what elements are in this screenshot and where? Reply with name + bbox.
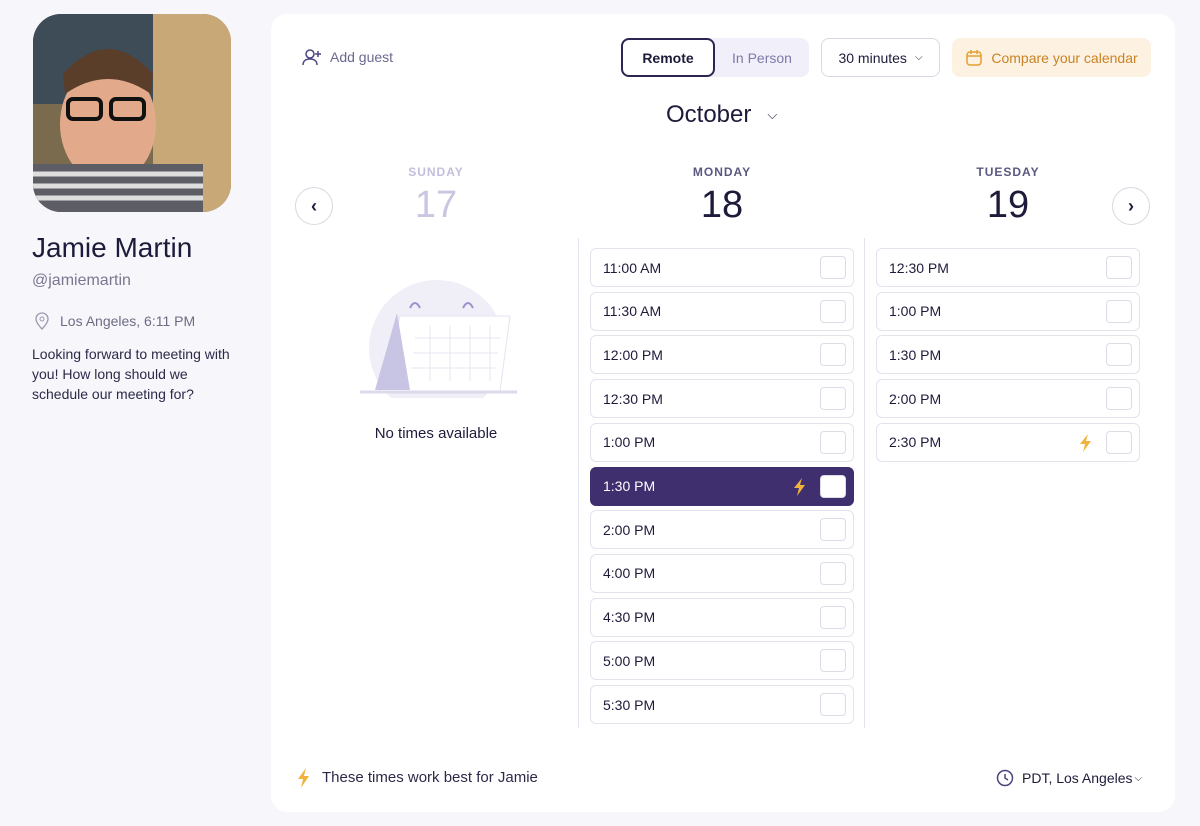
time-slot[interactable]: 2:30 PM (876, 422, 1140, 462)
profile-photo (33, 14, 231, 212)
availability-bars (820, 256, 846, 279)
availability-bars (1106, 256, 1132, 279)
availability-bars (1106, 299, 1132, 323)
mode-option[interactable]: Remote (621, 38, 715, 77)
slot-time: 4:00 PM (603, 565, 656, 582)
best-icon (1080, 433, 1091, 452)
availability-bars (820, 474, 846, 498)
time-slot[interactable]: 12:30 PM (876, 248, 1140, 287)
chevron: ⌵ (914, 52, 923, 63)
prev-button[interactable]: ‹ (295, 187, 333, 225)
weekday: TUESDAY (976, 165, 1040, 179)
availability-bars (820, 605, 846, 629)
compare-calendar-button[interactable]: Compare your calendar (952, 38, 1151, 77)
date: 19 (986, 184, 1030, 226)
duration-select[interactable]: 30 minutes ⌵ (821, 38, 940, 77)
calendar-icon (966, 49, 983, 66)
time-slot[interactable]: 1:00 PM (876, 291, 1140, 331)
time-slot[interactable]: 1:30 PM (876, 335, 1140, 375)
duration-label: 30 minutes (838, 49, 907, 66)
time-slot[interactable]: 11:30 AM (590, 291, 854, 331)
profile-name: Jamie Martin (32, 232, 193, 263)
clock-icon (996, 769, 1014, 787)
timezone-select[interactable]: PDT, Los Angeles ⌵ (996, 769, 1142, 787)
availability-bars (1106, 343, 1132, 367)
date: 17 (414, 184, 458, 226)
slot-time: 2:00 PM (889, 390, 942, 407)
month-select[interactable]: October ⌵ (666, 101, 777, 129)
time-slot[interactable]: 5:30 PM (590, 685, 854, 724)
slot-time: 11:30 AM (603, 303, 662, 320)
availability-bars (820, 299, 846, 323)
profile-handle: @jamiemartin (32, 272, 131, 289)
time-slot[interactable]: 11:00 AM (590, 248, 854, 287)
time-slot[interactable]: 4:00 PM (590, 553, 854, 593)
timezone-label: PDT, Los Angeles (1022, 770, 1133, 786)
mode-option[interactable]: In Person (732, 49, 792, 66)
slot-time: 5:00 PM (603, 652, 656, 669)
time-slot[interactable]: 1:00 PM (590, 422, 854, 462)
time-slot[interactable]: 12:30 PM (590, 379, 854, 419)
best-icon (298, 768, 309, 788)
best-icon (794, 477, 805, 496)
time-slot[interactable]: 5:00 PM (590, 641, 854, 681)
best-note: These times work best for Jamie (322, 769, 538, 786)
slot-time: 1:00 PM (889, 303, 942, 320)
column-divider (578, 238, 579, 728)
compare-label: Compare your calendar (991, 49, 1138, 66)
slot-time: 1:30 PM (603, 478, 656, 494)
availability-bars (1106, 387, 1132, 411)
profile-bio: Looking forward to meeting with you! How… (32, 346, 230, 402)
availability-bars (820, 430, 846, 454)
profile-location: Los Angeles, 6:11 PM (60, 313, 196, 329)
availability-bars (1106, 430, 1132, 454)
add-guest-icon (302, 49, 321, 66)
slot-time: 1:00 PM (603, 434, 656, 451)
availability-bars (820, 343, 846, 367)
location-icon (35, 312, 49, 330)
time-slot[interactable]: 2:00 PM (590, 510, 854, 550)
slot-time: 12:00 PM (603, 346, 663, 363)
column-divider (864, 238, 865, 728)
add-guest-button[interactable]: Add guest (302, 48, 393, 66)
next-button[interactable]: › (1112, 187, 1150, 225)
slot-time: 1:30 PM (889, 346, 942, 363)
chevron: ⌵ (767, 107, 778, 122)
add-guest-label: Add guest (330, 49, 394, 65)
weekday: MONDAY (692, 165, 752, 179)
slot-time: 4:30 PM (603, 609, 656, 626)
month-label: October (666, 101, 752, 128)
slot-time: 11:00 AM (603, 259, 662, 276)
slot-time: 2:00 PM (603, 521, 656, 538)
slot-time: 5:30 PM (603, 696, 656, 713)
time-slot[interactable]: 4:30 PM (590, 597, 854, 637)
time-slot[interactable]: 12:00 PM (590, 335, 854, 375)
scheduler-card (271, 14, 1175, 812)
availability-bars (820, 561, 846, 585)
slot-time: 12:30 PM (889, 259, 949, 276)
time-slot[interactable]: 2:00 PM (876, 379, 1140, 419)
weekday: SUNDAY (408, 165, 464, 179)
availability-bars (820, 518, 846, 542)
availability-bars (820, 387, 846, 411)
slot-time: 2:30 PM (889, 434, 942, 451)
availability-bars (820, 649, 846, 673)
date: 18 (700, 184, 744, 226)
time-slot[interactable]: 1:30 PM (590, 466, 854, 506)
availability-bars (820, 693, 846, 716)
empty-illustration (360, 280, 517, 398)
slot-time: 12:30 PM (603, 390, 663, 407)
chevron: ⌵ (1134, 772, 1143, 784)
empty-message: No times available (374, 425, 498, 442)
